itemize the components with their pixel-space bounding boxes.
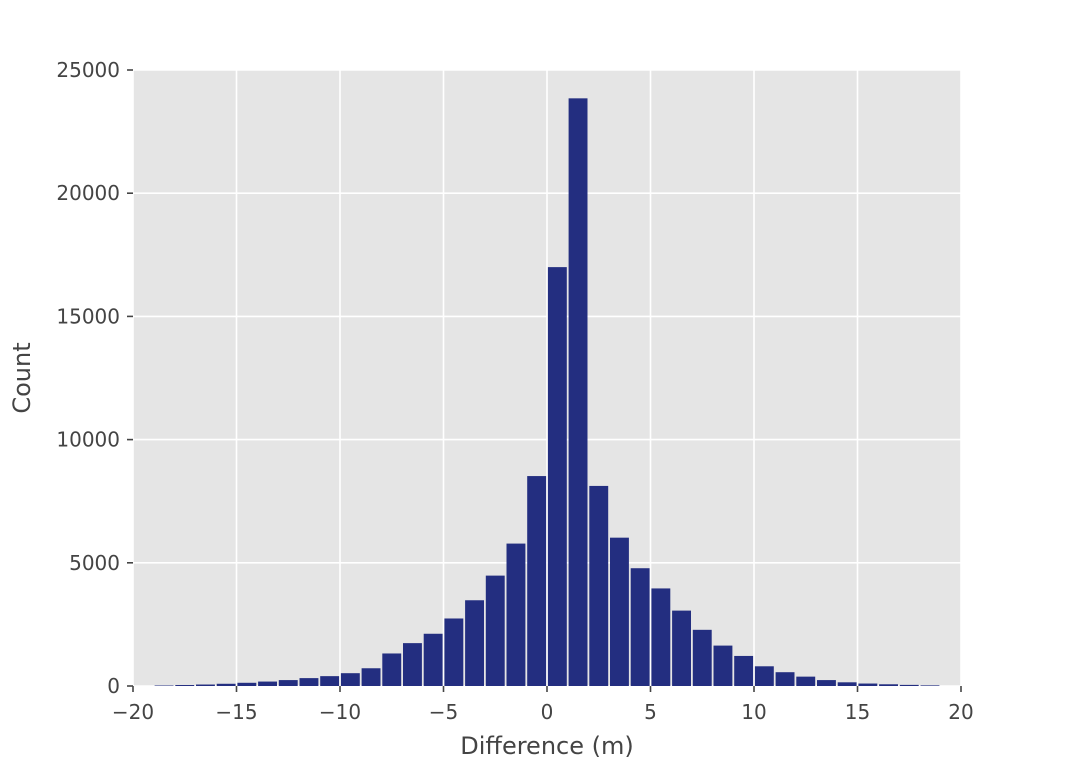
y-axis-label: Count <box>8 342 36 413</box>
x-tick-label: −5 <box>429 700 458 724</box>
histogram-bar <box>237 682 257 686</box>
histogram-bar <box>175 685 195 686</box>
histogram-bar <box>258 681 277 686</box>
histogram-bar <box>734 655 754 686</box>
x-tick-label: −20 <box>112 700 154 724</box>
histogram-bar <box>444 618 464 686</box>
x-tick-label: −15 <box>215 700 257 724</box>
histogram-bar <box>589 485 609 686</box>
histogram-bar <box>361 668 381 686</box>
x-tick-label: 20 <box>948 700 973 724</box>
y-tick-label: 15000 <box>56 304 120 328</box>
histogram-bar <box>817 680 836 686</box>
x-tick-label: 0 <box>541 700 554 724</box>
histogram-bar <box>630 568 650 686</box>
histogram-bar <box>299 678 319 686</box>
histogram-bar <box>754 666 774 686</box>
histogram-bar <box>568 98 588 686</box>
y-tick-label: 0 <box>107 674 120 698</box>
histogram-bar <box>796 676 816 686</box>
histogram-bar <box>403 643 422 686</box>
histogram-bar <box>547 267 567 686</box>
histogram-bar <box>320 676 340 686</box>
histogram-bar <box>423 633 443 686</box>
histogram-bar <box>920 685 940 686</box>
histogram-bar <box>216 683 236 686</box>
histogram-bar <box>610 537 629 686</box>
y-tick-label: 5000 <box>69 551 120 575</box>
bars <box>154 98 940 686</box>
histogram-bar <box>899 684 919 686</box>
histogram-bar <box>196 684 215 686</box>
histogram-bar <box>692 629 712 686</box>
x-tick-label: −10 <box>319 700 361 724</box>
x-tick-label: 5 <box>644 700 657 724</box>
x-axis-label: Difference (m) <box>460 732 633 760</box>
x-axis-ticks: −20 −15 −10 −5 0 5 10 15 20 <box>112 686 974 724</box>
histogram-bar <box>340 673 360 686</box>
histogram-bar <box>879 684 898 686</box>
histogram-bar <box>485 575 505 686</box>
histogram-bar <box>278 680 298 686</box>
histogram-bar <box>527 476 547 686</box>
histogram-bar <box>713 645 733 686</box>
histogram-bar <box>858 683 878 686</box>
histogram-bar <box>506 543 526 686</box>
x-tick-label: 10 <box>741 700 766 724</box>
x-tick-label: 15 <box>845 700 870 724</box>
y-axis-ticks: 0 5000 10000 15000 20000 25000 <box>56 58 133 698</box>
histogram-bar <box>651 588 671 686</box>
histogram-bar <box>465 600 484 686</box>
y-tick-label: 10000 <box>56 428 120 452</box>
histogram-bar <box>837 682 857 686</box>
histogram-bar <box>775 672 795 686</box>
histogram-bar <box>382 653 402 686</box>
y-tick-label: 20000 <box>56 181 120 205</box>
histogram-bar <box>672 610 691 686</box>
y-tick-label: 25000 <box>56 58 120 82</box>
